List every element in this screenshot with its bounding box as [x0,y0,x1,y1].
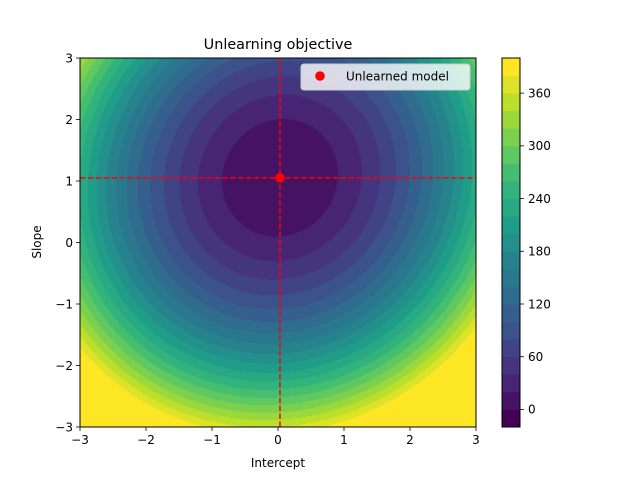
colorbar-bands [502,58,520,428]
colorbar-tick-label: 0 [528,403,536,417]
colorbar-band [502,181,520,199]
chart-title: Unlearning objective [204,37,353,53]
colorbar-band [502,128,520,147]
legend-label: Unlearned model [346,70,449,84]
colorbar-tick-label: 300 [528,139,551,153]
colorbar-band [502,216,520,235]
colorbar-band [502,93,520,112]
colorbar-band [502,321,520,340]
unlearned-model-point [275,173,285,183]
y-tick-label: −2 [55,359,73,373]
legend-marker [315,71,325,81]
colorbar-band [502,286,520,305]
colorbar-band [502,268,520,287]
marker-layer [275,173,285,183]
colorbar-band [502,163,520,182]
colorbar-tick-label: 240 [528,192,551,206]
colorbar-tick-label: 120 [528,297,551,311]
colorbar: 0 60 120 180 240 300 360 [501,57,551,428]
colorbar-frame [501,57,521,428]
y-tick-label: 2 [65,113,73,127]
x-axis-label: Intercept [251,456,306,470]
x-tick-label: −2 [137,433,155,447]
x-tick-label: 3 [472,433,480,447]
x-tick-label: 2 [406,433,414,447]
colorbar-tick-label: 180 [528,245,551,259]
y-tick-label: 3 [65,51,73,65]
legend-box [300,63,471,91]
y-axis: −3 −2 −1 0 1 2 3 [55,51,80,434]
x-tick-label: −1 [203,433,221,447]
legend: Unlearned model [300,63,471,91]
colorbar-band [502,304,520,322]
colorbar-band [502,409,520,428]
colorbar-band [502,339,520,358]
y-tick-label: 0 [65,236,73,250]
colorbar-band [502,356,520,375]
y-tick-label: 1 [65,174,73,188]
colorbar-band [502,110,520,129]
x-tick-label: −3 [71,433,89,447]
y-tick-label: −3 [55,420,73,434]
colorbar-band [502,233,520,252]
y-tick-label: −1 [55,297,73,311]
colorbar-band [502,75,520,94]
x-tick-label: 0 [274,433,282,447]
x-tick-label: 1 [340,433,348,447]
colorbar-band [502,58,520,76]
colorbar-band [502,251,520,270]
colorbar-band [502,198,520,217]
x-axis: −3 −2 −1 0 1 2 3 [71,427,480,447]
plot-area [79,57,477,428]
colorbar-tick-label: 60 [528,350,543,364]
colorbar-band [502,374,520,393]
colorbar-tick-label: 360 [528,86,551,100]
y-axis-label: Slope [30,225,44,258]
colorbar-band [502,391,520,410]
colorbar-ticks: 0 60 120 180 240 300 360 [520,86,551,417]
contour-raster [80,58,476,427]
contour-fill [80,58,476,427]
colorbar-band [502,145,520,164]
